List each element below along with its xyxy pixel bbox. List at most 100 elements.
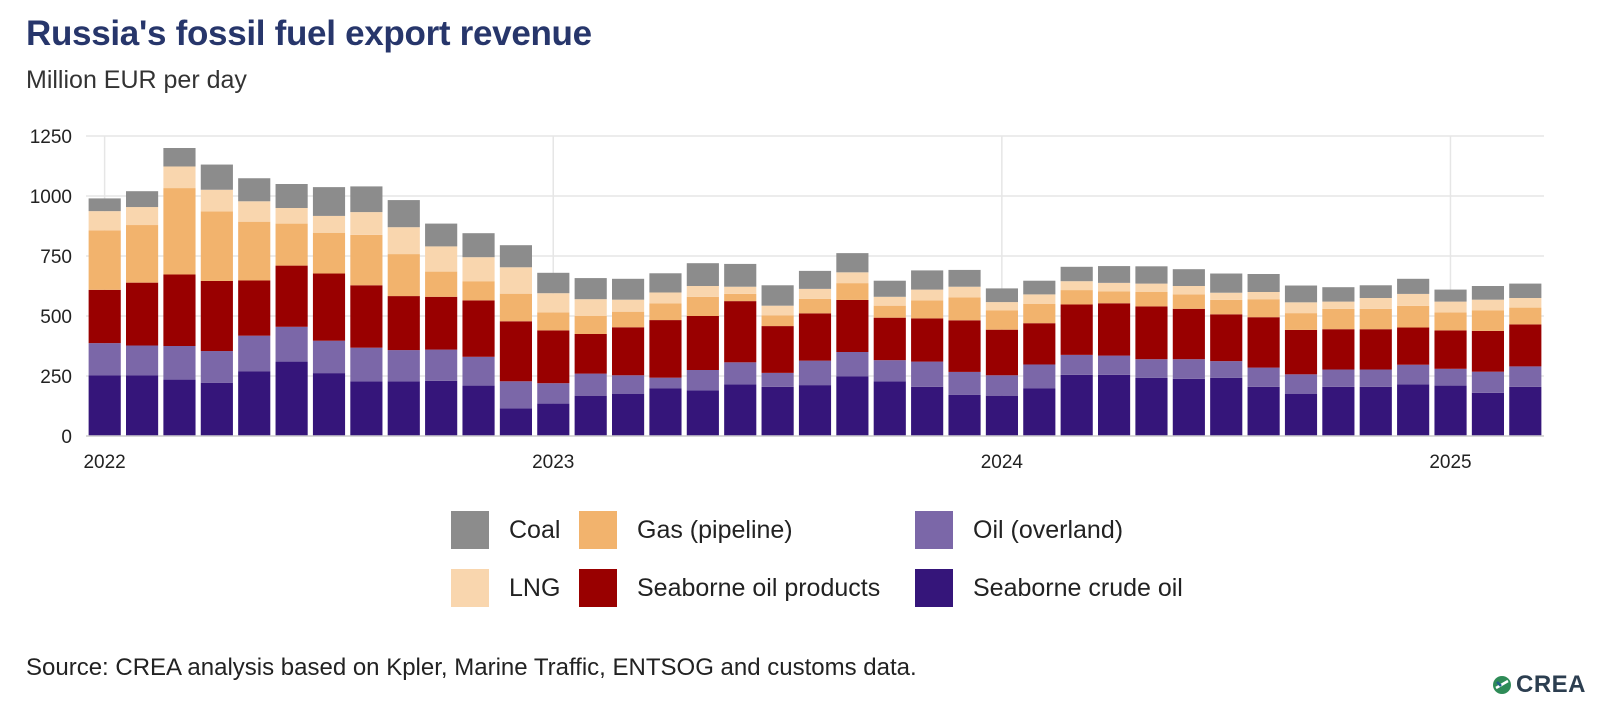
bar-segment-seaborne-oil-products bbox=[1172, 308, 1205, 360]
bar-segment-seaborne-oil-products bbox=[1322, 329, 1355, 370]
bar-segment-oil-overland bbox=[1023, 364, 1056, 389]
bar-segment-coal bbox=[873, 280, 906, 297]
bar-segment-coal bbox=[1509, 283, 1542, 298]
bar-segment-seaborne-oil-products bbox=[836, 299, 869, 352]
bar-segment-seaborne-oil-products bbox=[574, 334, 607, 374]
bar-segment-lng bbox=[1098, 282, 1131, 292]
bar-segment-oil-overland bbox=[238, 335, 271, 372]
bar-segment-gas-pipeline bbox=[724, 293, 757, 302]
bar-segment-lng bbox=[275, 208, 308, 224]
legend-label-coal: Coal bbox=[509, 515, 561, 544]
legend-item-oil-overland: Oil (overland) bbox=[915, 510, 1235, 550]
bar-segment-gas-pipeline bbox=[1060, 290, 1093, 305]
bar-segment-gas-pipeline bbox=[275, 223, 308, 266]
bar-segment-seaborne-crude-oil bbox=[1135, 377, 1168, 436]
bar-segment-lng bbox=[1509, 298, 1542, 308]
bar-segment-coal bbox=[275, 184, 308, 208]
bar-segment-seaborne-oil-products bbox=[1359, 329, 1392, 370]
bar-segment-oil-overland bbox=[350, 347, 383, 382]
bar-segment-gas-pipeline bbox=[200, 211, 233, 281]
bar-segment-gas-pipeline bbox=[499, 293, 532, 322]
bar-segment-oil-overland bbox=[275, 326, 308, 362]
legend-swatch-oil-overland bbox=[915, 511, 953, 549]
legend-item-coal: Coal bbox=[451, 510, 579, 550]
bar-segment-lng bbox=[1023, 294, 1056, 304]
bar-segment-coal bbox=[163, 148, 196, 167]
bar-segment-oil-overland bbox=[1322, 369, 1355, 387]
bar-segment-seaborne-oil-products bbox=[275, 265, 308, 327]
bar-segment-lng bbox=[387, 227, 420, 255]
bar-segment-coal bbox=[948, 269, 981, 287]
bar-segment-oil-overland bbox=[1359, 369, 1392, 387]
bar-segment-lng bbox=[1359, 298, 1392, 309]
bar-segment-coal bbox=[1434, 289, 1467, 302]
bar-segment-lng bbox=[612, 299, 645, 312]
bar-segment-seaborne-crude-oil bbox=[1509, 386, 1542, 436]
bar-segment-gas-pipeline bbox=[462, 281, 495, 301]
bar-segment-lng bbox=[1284, 302, 1318, 314]
bar-segment-seaborne-crude-oil bbox=[1023, 388, 1056, 436]
crea-logo-text: CREA bbox=[1515, 671, 1586, 698]
bar-segment-seaborne-crude-oil bbox=[238, 371, 271, 436]
bar-segment-gas-pipeline bbox=[1210, 299, 1243, 315]
bar-segment-coal bbox=[1284, 285, 1318, 303]
bar-segment-seaborne-crude-oil bbox=[312, 373, 346, 436]
bar-segment-seaborne-crude-oil bbox=[1284, 394, 1318, 436]
bar-segment-gas-pipeline bbox=[1471, 310, 1504, 331]
bar-segment-seaborne-oil-products bbox=[350, 285, 383, 348]
bar-segment-coal bbox=[350, 186, 383, 213]
bar-segment-gas-pipeline bbox=[649, 303, 682, 321]
y-tick-label: 500 bbox=[40, 307, 72, 328]
bar-segment-coal bbox=[1135, 266, 1168, 284]
bar-segment-lng bbox=[425, 246, 458, 272]
bar-segment-seaborne-oil-products bbox=[1397, 327, 1430, 365]
bar-segment-gas-pipeline bbox=[1359, 308, 1392, 330]
bar-segment-seaborne-crude-oil bbox=[499, 408, 532, 436]
bar-segment-gas-pipeline bbox=[574, 316, 607, 334]
legend-swatch-seaborne-oil-products bbox=[579, 569, 617, 607]
bar-segment-oil-overland bbox=[873, 360, 906, 382]
bar-segment-oil-overland bbox=[686, 370, 719, 391]
bar-segment-lng bbox=[1135, 283, 1168, 292]
bar-segment-gas-pipeline bbox=[836, 283, 869, 300]
bar-segment-oil-overland bbox=[1135, 359, 1168, 378]
bar-segment-seaborne-crude-oil bbox=[1060, 374, 1093, 436]
x-tick-label: 2025 bbox=[1429, 452, 1471, 473]
bar-segment-coal bbox=[312, 187, 346, 216]
bar-segment-oil-overland bbox=[985, 375, 1018, 396]
bar-segment-oil-overland bbox=[126, 345, 159, 376]
bar-segment-gas-pipeline bbox=[1322, 308, 1355, 330]
bar-segment-seaborne-crude-oil bbox=[126, 375, 159, 436]
bar-segment-oil-overland bbox=[761, 372, 794, 387]
bar-segment-gas-pipeline bbox=[312, 232, 346, 274]
bar-segment-oil-overland bbox=[200, 351, 233, 383]
bar-segment-oil-overland bbox=[1434, 368, 1467, 386]
bar-segment-coal bbox=[1060, 266, 1093, 282]
bar-segment-gas-pipeline bbox=[350, 234, 383, 286]
bar-segment-seaborne-oil-products bbox=[948, 320, 981, 372]
bar-segment-oil-overland bbox=[425, 349, 458, 381]
bar-segment-lng bbox=[88, 211, 121, 231]
source-note: Source: CREA analysis based on Kpler, Ma… bbox=[26, 654, 917, 681]
bar-segment-coal bbox=[686, 263, 719, 286]
bar-segment-gas-pipeline bbox=[88, 230, 121, 290]
bar-segment-seaborne-oil-products bbox=[873, 317, 906, 361]
legend-label-seaborne-oil-products: Seaborne oil products bbox=[637, 573, 881, 602]
bar-segment-seaborne-oil-products bbox=[1060, 304, 1093, 355]
legend-label-oil-overland: Oil (overland) bbox=[973, 515, 1124, 544]
bar-segment-oil-overland bbox=[574, 373, 607, 396]
bar-segment-gas-pipeline bbox=[1023, 304, 1056, 324]
bar-segment-coal bbox=[499, 245, 532, 268]
bar-segment-coal bbox=[1397, 278, 1430, 294]
bar-segment-lng bbox=[649, 292, 682, 304]
bar-segment-lng bbox=[1210, 292, 1243, 300]
bar-segment-lng bbox=[163, 166, 196, 189]
bar-segment-oil-overland bbox=[724, 362, 757, 385]
bar-segment-seaborne-oil-products bbox=[686, 316, 719, 370]
bar-segment-gas-pipeline bbox=[1397, 305, 1430, 328]
bar-segment-gas-pipeline bbox=[911, 300, 944, 319]
bar-segment-seaborne-oil-products bbox=[798, 313, 832, 361]
bar-segment-seaborne-crude-oil bbox=[686, 390, 719, 436]
bar-segment-seaborne-crude-oil bbox=[761, 386, 794, 436]
bar-segment-lng bbox=[312, 215, 346, 233]
